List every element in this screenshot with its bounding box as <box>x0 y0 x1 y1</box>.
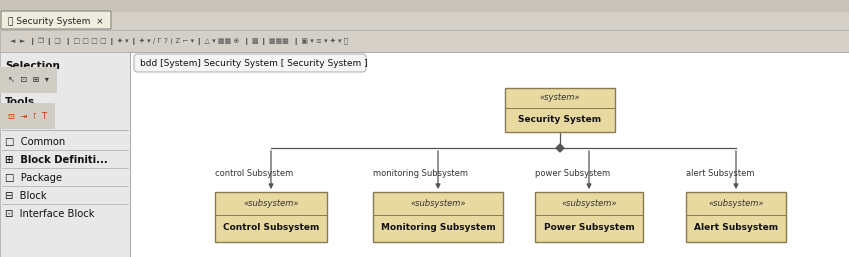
Text: power Subsystem: power Subsystem <box>535 169 610 178</box>
Text: Selection: Selection <box>5 61 60 71</box>
Bar <box>130 52 849 257</box>
Bar <box>535 192 643 242</box>
Text: Alert Subsystem: Alert Subsystem <box>694 224 778 233</box>
Text: 🖥 Security System  ×: 🖥 Security System × <box>8 16 104 25</box>
Text: ⊡  ⇥  ⊺  T: ⊡ ⇥ ⊺ T <box>8 112 48 121</box>
Text: □  Package: □ Package <box>5 173 62 183</box>
Text: bdd [System] Security System [ Security System ]: bdd [System] Security System [ Security … <box>140 59 368 68</box>
Text: «subsystem»: «subsystem» <box>244 198 299 207</box>
Bar <box>215 192 327 242</box>
Text: ⊞  Block Definiti...: ⊞ Block Definiti... <box>5 155 108 165</box>
Text: «subsystem»: «subsystem» <box>561 198 616 207</box>
Text: □  Common: □ Common <box>5 137 65 147</box>
Bar <box>0 52 130 257</box>
Text: monitoring Subsystem: monitoring Subsystem <box>373 169 468 178</box>
Text: control Subsystem: control Subsystem <box>215 169 293 178</box>
Bar <box>373 192 503 242</box>
FancyBboxPatch shape <box>1 11 111 29</box>
Text: Monitoring Subsystem: Monitoring Subsystem <box>380 224 495 233</box>
Text: ⊟  Block: ⊟ Block <box>5 191 47 201</box>
Text: Security System: Security System <box>519 115 602 124</box>
Text: Power Subsystem: Power Subsystem <box>543 224 634 233</box>
Polygon shape <box>556 144 564 152</box>
Text: Control Subsystem: Control Subsystem <box>222 224 319 233</box>
FancyBboxPatch shape <box>134 54 366 72</box>
Bar <box>686 192 786 242</box>
Bar <box>0 0 849 12</box>
Text: «subsystem»: «subsystem» <box>410 198 466 207</box>
Bar <box>0 30 849 52</box>
Text: «subsystem»: «subsystem» <box>708 198 764 207</box>
Bar <box>0 12 849 30</box>
Text: «system»: «system» <box>540 93 580 102</box>
Text: Tools: Tools <box>5 97 35 107</box>
Text: ⊡  Interface Block: ⊡ Interface Block <box>5 209 94 219</box>
Bar <box>505 88 615 132</box>
Text: ↖  ⊡  ⊞  ▾: ↖ ⊡ ⊞ ▾ <box>8 76 49 85</box>
Text: alert Subsystem: alert Subsystem <box>686 169 755 178</box>
Text: ◄  ►  ❙ ❐ ❙ ❑  ❙ □ □ □ □ ❙ ✦ ▾ ❙ ✦ ▾ / Γ 7 ( Z ⌐ ▾ ❙ △ ▾ ▦▦ ⊕  ❙ ▩ ❙ ▦▦▦  ❙ ▣ ▾ : ◄ ► ❙ ❐ ❙ ❑ ❙ □ □ □ □ ❙ ✦ ▾ ❙ ✦ ▾ / Γ 7 … <box>10 37 348 45</box>
